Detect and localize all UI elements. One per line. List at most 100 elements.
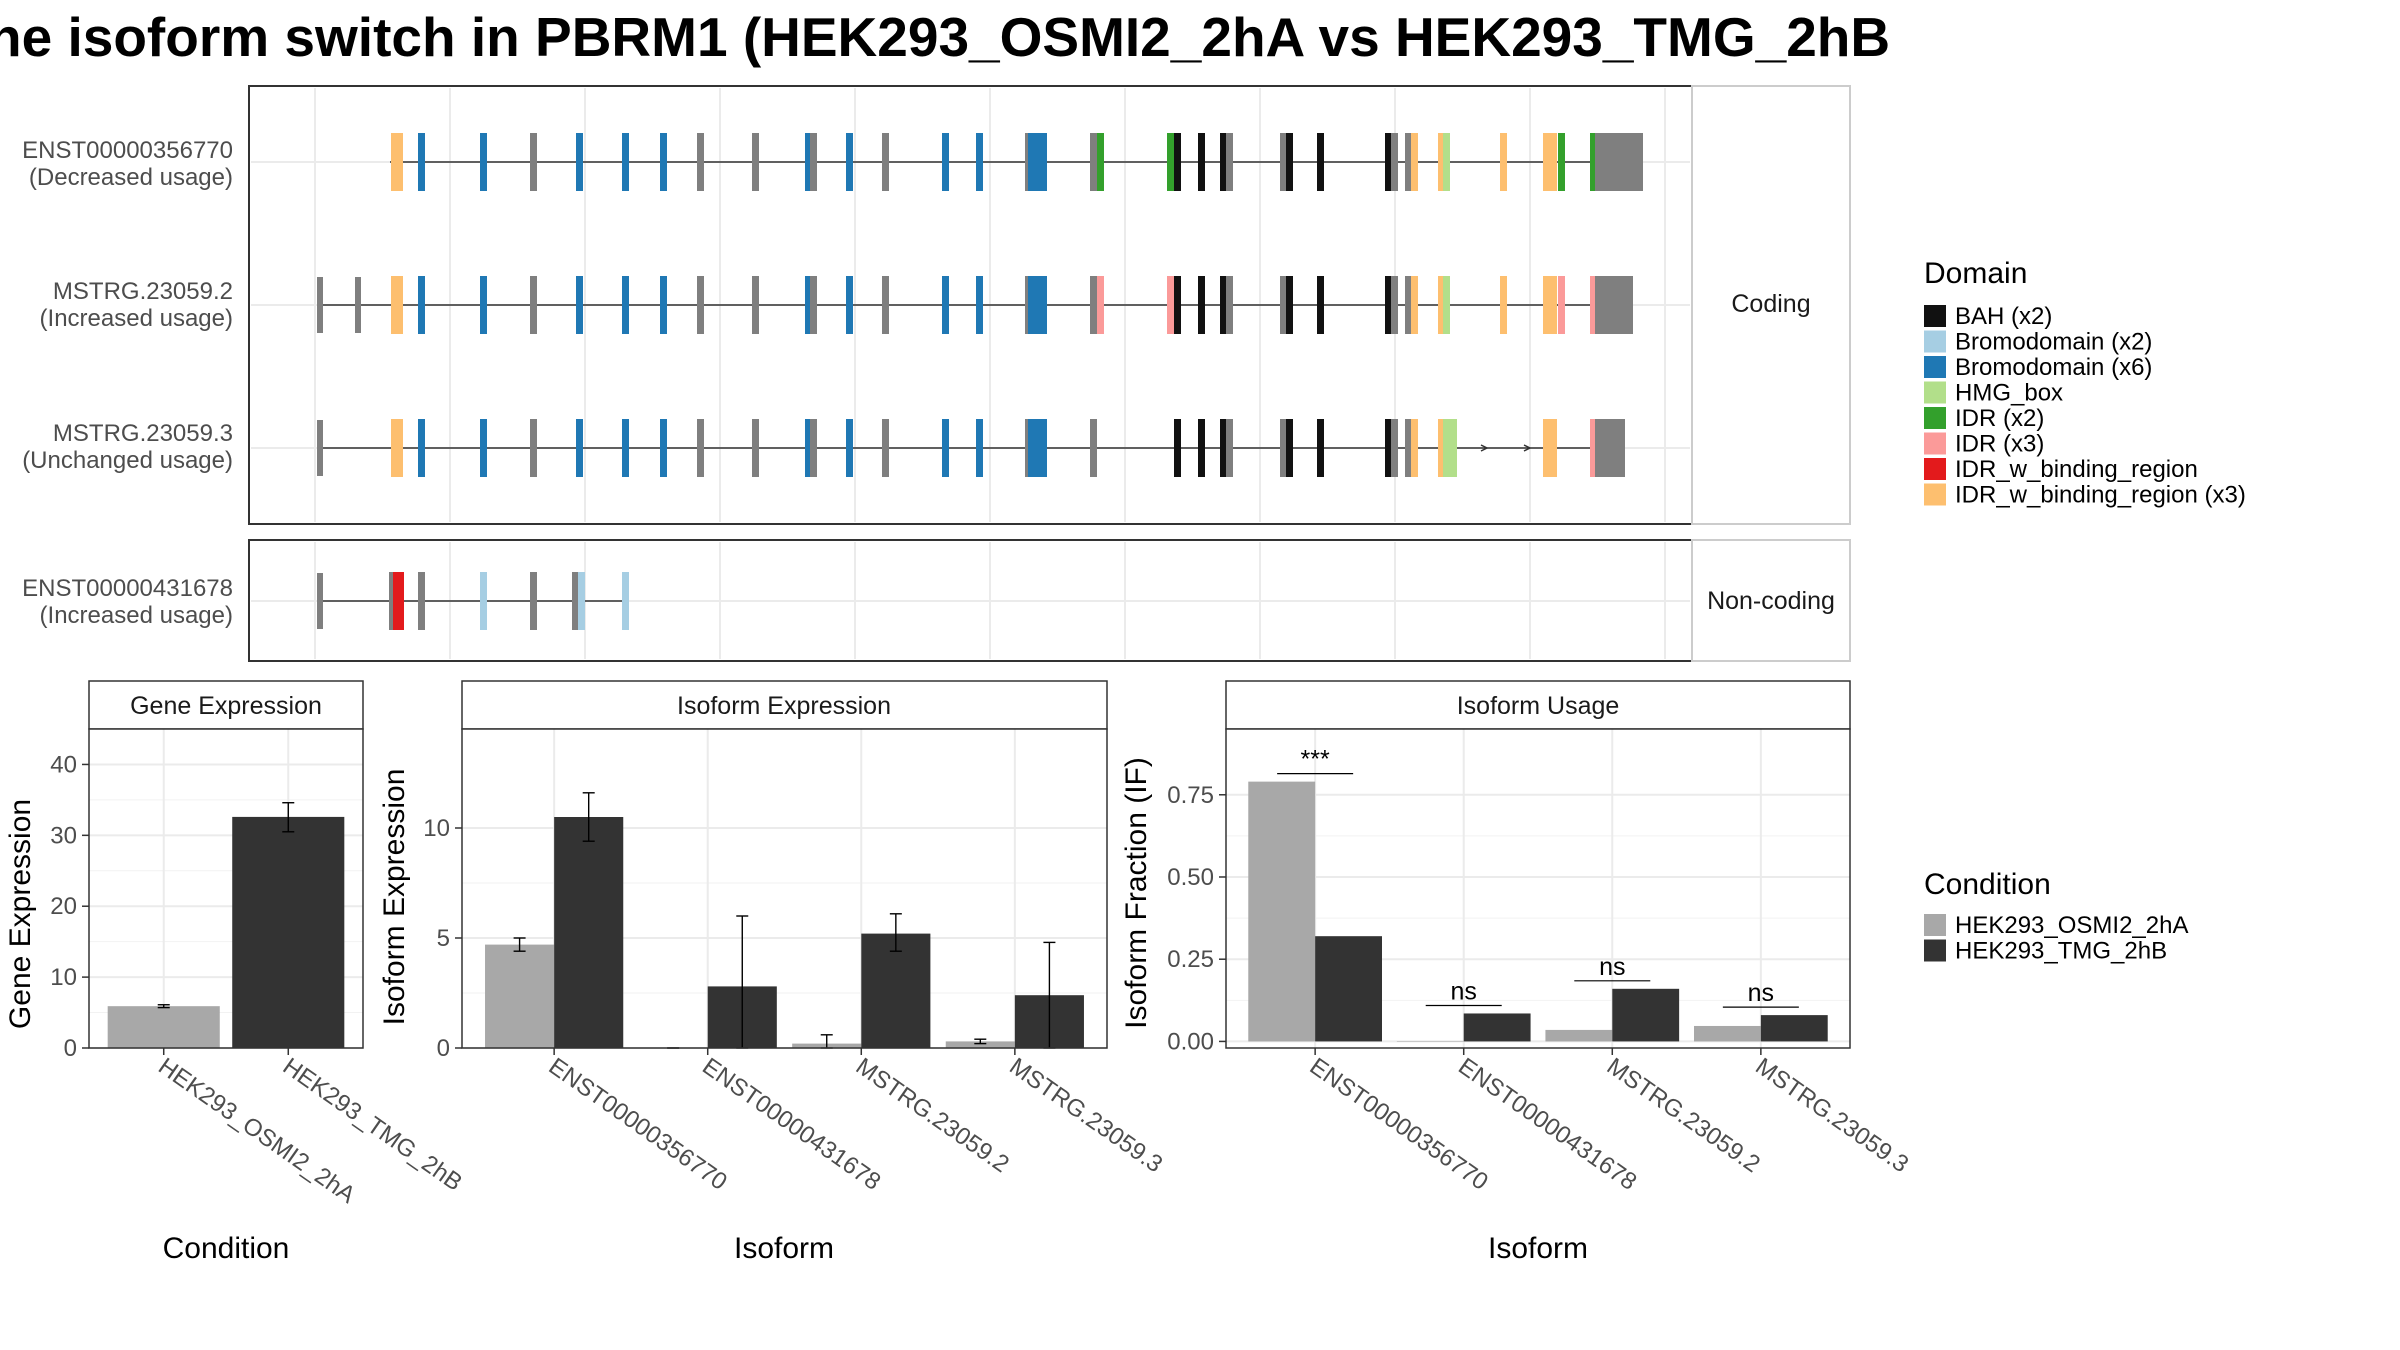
exon xyxy=(882,133,889,191)
bar xyxy=(1396,1041,1464,1042)
isoform-label: ENST00000431678 (Increased usage) xyxy=(22,575,233,629)
exon xyxy=(1500,133,1507,191)
panel-strip xyxy=(88,680,364,730)
isoform-label: MSTRG.23059.2 (Increased usage) xyxy=(40,278,233,332)
exon xyxy=(697,276,704,334)
exon xyxy=(576,276,583,334)
exon xyxy=(418,419,425,477)
legend-label: Bromodomain (x6) xyxy=(1955,354,2152,381)
significance-label: ns xyxy=(1451,977,1477,1005)
bar xyxy=(1463,1013,1531,1042)
exon xyxy=(752,276,759,334)
exon xyxy=(389,572,396,630)
exon xyxy=(697,133,704,191)
isoform-usage-label: (Increased usage) xyxy=(40,602,233,629)
exon xyxy=(578,572,585,630)
panel-border xyxy=(88,728,364,1049)
bar xyxy=(1545,1029,1613,1042)
exon xyxy=(1385,133,1392,191)
exon xyxy=(530,276,537,334)
exon xyxy=(1028,133,1035,191)
exon xyxy=(1198,419,1205,477)
exon xyxy=(1385,419,1392,477)
legend-label: IDR_w_binding_region (x3) xyxy=(1955,482,2246,509)
exon xyxy=(1438,419,1445,477)
exon xyxy=(1443,419,1450,477)
exon xyxy=(622,572,629,630)
exon xyxy=(1550,419,1557,477)
exon xyxy=(1097,276,1104,334)
exon xyxy=(1405,276,1412,334)
x-tick-label: MSTRG.23059.3 xyxy=(1750,1053,1913,1178)
y-tick-label: 40 xyxy=(50,751,77,778)
significance-label: ns xyxy=(1748,979,1774,1007)
utr-block xyxy=(1595,133,1643,191)
exon xyxy=(697,419,704,477)
isoform-usage-label: (Increased usage) xyxy=(40,305,233,332)
isoform-id-label: MSTRG.23059.2 xyxy=(53,278,233,305)
isoform-id-label: MSTRG.23059.3 xyxy=(53,420,233,447)
exon xyxy=(1226,133,1233,191)
exon xyxy=(942,276,949,334)
exon xyxy=(846,419,853,477)
isoform-track xyxy=(317,419,1625,477)
exon xyxy=(1543,133,1550,191)
bar xyxy=(1315,936,1382,1042)
y-tick-label: 20 xyxy=(50,893,77,920)
isoform-usage-label: (Decreased usage) xyxy=(29,164,233,191)
utr-block xyxy=(1595,276,1633,334)
exon xyxy=(1590,133,1597,191)
exon xyxy=(1438,276,1445,334)
exon xyxy=(1443,276,1450,334)
isoform-label: MSTRG.23059.3 (Unchanged usage) xyxy=(22,420,233,474)
exon xyxy=(1558,133,1565,191)
isoform-usage-chart: Isoform Usage Isoform Isoform Fraction (… xyxy=(1120,680,1913,1265)
exon xyxy=(1391,133,1398,191)
x-axis-label: Condition xyxy=(163,1232,290,1265)
exon xyxy=(810,419,817,477)
panel-title: Isoform Expression xyxy=(677,692,891,720)
y-tick-label: 0.50 xyxy=(1167,864,1214,891)
x-tick-label: MSTRG.23059.2 xyxy=(851,1053,1014,1178)
exon xyxy=(1040,133,1047,191)
exon xyxy=(1411,133,1418,191)
exon xyxy=(1385,276,1392,334)
exon xyxy=(1167,133,1174,191)
exon xyxy=(572,572,579,630)
bar xyxy=(554,817,624,1048)
coding-strip xyxy=(1691,85,1851,525)
y-tick-label: 0.75 xyxy=(1167,782,1214,809)
legend-swatch xyxy=(1924,483,1946,506)
legend-swatch xyxy=(1924,432,1946,455)
exon xyxy=(1028,419,1035,477)
exon xyxy=(752,133,759,191)
exon xyxy=(1040,276,1047,334)
isoform-structure-plot: Coding Non-coding ENST00000356770 (Decre… xyxy=(22,85,1851,662)
exon xyxy=(480,276,487,334)
exon xyxy=(622,276,629,334)
legend-label: HMG_box xyxy=(1955,380,2063,407)
noncoding-strip xyxy=(1691,539,1851,662)
exon xyxy=(1090,276,1097,334)
exon xyxy=(391,419,398,477)
bar xyxy=(1760,1015,1828,1042)
significance-label: *** xyxy=(1301,746,1330,774)
exon xyxy=(576,133,583,191)
legend-label: BAH (x2) xyxy=(1955,303,2052,330)
exon xyxy=(810,133,817,191)
legend-label: IDR (x3) xyxy=(1955,431,2044,458)
exon xyxy=(942,133,949,191)
exon xyxy=(1167,276,1174,334)
x-tick-label: MSTRG.23059.3 xyxy=(1004,1053,1167,1178)
exon xyxy=(1286,133,1293,191)
domain-legend: Domain BAH (x2)Bromodomain (x2)Bromodoma… xyxy=(1924,257,2246,509)
bar xyxy=(232,816,345,1048)
exon xyxy=(622,419,629,477)
exon xyxy=(1391,276,1398,334)
legend-swatch xyxy=(1924,458,1946,480)
exon xyxy=(1280,419,1287,477)
exon xyxy=(1405,133,1412,191)
exon xyxy=(1411,276,1418,334)
exon xyxy=(1391,419,1398,477)
exon xyxy=(480,572,487,630)
